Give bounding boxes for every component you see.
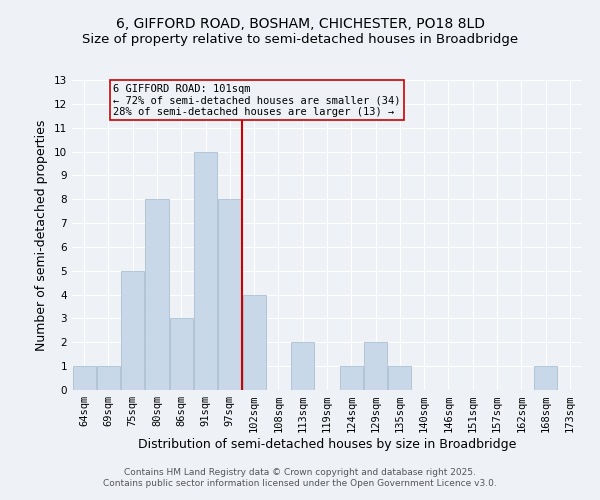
Bar: [534, 366, 557, 390]
Text: Size of property relative to semi-detached houses in Broadbridge: Size of property relative to semi-detach…: [82, 32, 518, 46]
Bar: [145, 199, 169, 390]
Bar: [121, 271, 144, 390]
Bar: [364, 342, 387, 390]
Bar: [73, 366, 95, 390]
Text: 6, GIFFORD ROAD, BOSHAM, CHICHESTER, PO18 8LD: 6, GIFFORD ROAD, BOSHAM, CHICHESTER, PO1…: [115, 18, 485, 32]
Bar: [340, 366, 363, 390]
Y-axis label: Number of semi-detached properties: Number of semi-detached properties: [35, 120, 49, 350]
Bar: [242, 294, 266, 390]
Text: 6 GIFFORD ROAD: 101sqm
← 72% of semi-detached houses are smaller (34)
28% of sem: 6 GIFFORD ROAD: 101sqm ← 72% of semi-det…: [113, 84, 401, 117]
Bar: [194, 152, 217, 390]
Text: Contains HM Land Registry data © Crown copyright and database right 2025.
Contai: Contains HM Land Registry data © Crown c…: [103, 468, 497, 487]
Bar: [388, 366, 412, 390]
Bar: [97, 366, 120, 390]
Bar: [291, 342, 314, 390]
Bar: [218, 199, 241, 390]
X-axis label: Distribution of semi-detached houses by size in Broadbridge: Distribution of semi-detached houses by …: [138, 438, 516, 451]
Bar: [170, 318, 193, 390]
